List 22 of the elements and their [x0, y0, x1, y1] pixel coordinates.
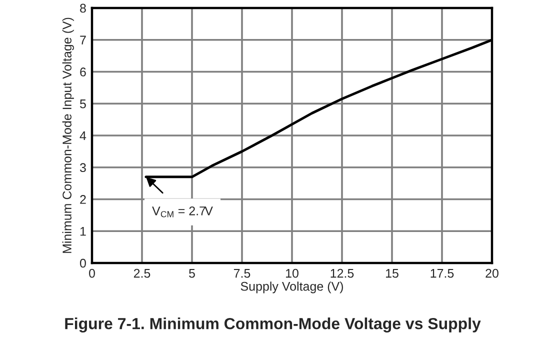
x-tick-label: 5 [189, 269, 195, 278]
x-tick-label: 10 [286, 268, 298, 278]
x-tick-label: 17.5 [430, 269, 454, 278]
y-tick-label: 1 [80, 227, 86, 236]
annotation: V$_{CM}$ = 2.7V [152, 206, 213, 218]
x-tick-label: 12.5 [330, 268, 354, 278]
x-tick-label: 20 [486, 268, 498, 278]
text: Figure 7-1. Minimum Common-Mode Voltage vs Supply [65, 318, 481, 332]
y-tick-label: 7 [80, 36, 86, 44]
x-tick-label: 7.5 [234, 269, 250, 278]
y-tick-label: 4 [80, 131, 86, 140]
y-tick-label: 2 [80, 195, 86, 204]
y-tick-label: 3 [80, 163, 86, 172]
y-tick-label: 6 [80, 68, 86, 76]
y-tick-label: 8 [80, 4, 86, 13]
y-axis-title: Minimum Common-Mode Input Voltage (V) [62, 18, 74, 253]
x-tick-label: 2.5 [134, 268, 150, 278]
y-tick-label: 0 [80, 258, 86, 268]
x-tick-label: 0 [89, 268, 95, 278]
x-axis-title: Supply Voltage (V) [240, 282, 343, 294]
y-tick-label: 5 [80, 100, 86, 108]
x-tick-label: 15 [386, 269, 398, 278]
